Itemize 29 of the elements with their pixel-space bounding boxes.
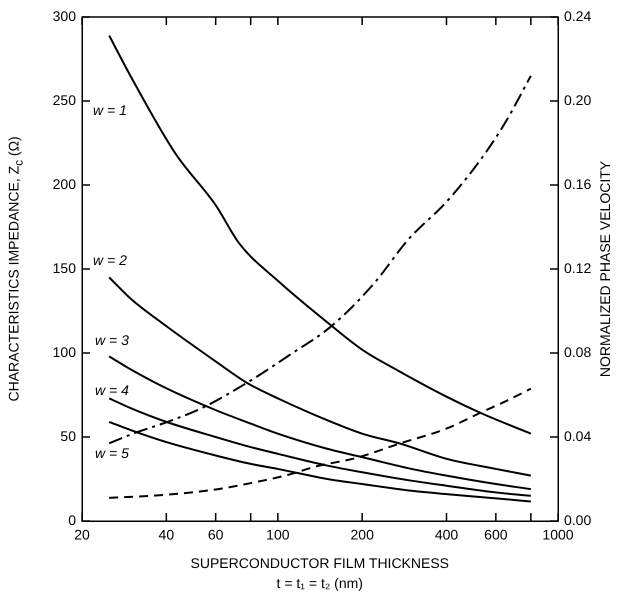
annotation: w = 3 bbox=[95, 331, 129, 350]
annotation: w = 2 bbox=[93, 251, 127, 270]
y2-axis-title: NORMALIZED PHASE VELOCITY bbox=[596, 160, 614, 378]
annotation: w = 1 bbox=[93, 101, 127, 120]
y2-tick-label: 0.04 bbox=[564, 428, 592, 444]
y-tick-label: 100 bbox=[52, 344, 76, 360]
y-tick-label: 300 bbox=[52, 8, 76, 24]
y2-tick-label: 0.00 bbox=[564, 512, 592, 528]
y2-tick-label: 0.24 bbox=[564, 8, 592, 24]
y2-tick-label: 0.20 bbox=[564, 92, 592, 108]
y2-tick-label: 0.08 bbox=[564, 344, 592, 360]
x-tick-label: 40 bbox=[158, 526, 174, 542]
y-tick-label: 250 bbox=[52, 92, 76, 108]
x-tick-label: 20 bbox=[74, 526, 90, 542]
x-tick-label: 100 bbox=[266, 526, 290, 542]
y2-tick-label: 0.12 bbox=[564, 260, 592, 276]
y-tick-label: 150 bbox=[52, 260, 76, 276]
x-tick-label: 60 bbox=[208, 526, 224, 542]
y-tick-label: 0 bbox=[68, 512, 76, 528]
annotation: w = 5 bbox=[95, 444, 129, 463]
x-tick-label: 600 bbox=[484, 526, 508, 542]
x-tick-label: 400 bbox=[434, 526, 458, 542]
y2-tick-label: 0.16 bbox=[564, 176, 592, 192]
annotation: w = 4 bbox=[95, 381, 129, 400]
y-tick-label: 200 bbox=[52, 176, 76, 192]
x-tick-label: 1000 bbox=[542, 526, 574, 542]
x-tick-label: 200 bbox=[350, 526, 374, 542]
y-tick-label: 50 bbox=[60, 428, 76, 444]
x-axis-title: SUPERCONDUCTOR FILM THICKNESS t = t₁ = t₂ (nm) bbox=[190, 554, 450, 593]
